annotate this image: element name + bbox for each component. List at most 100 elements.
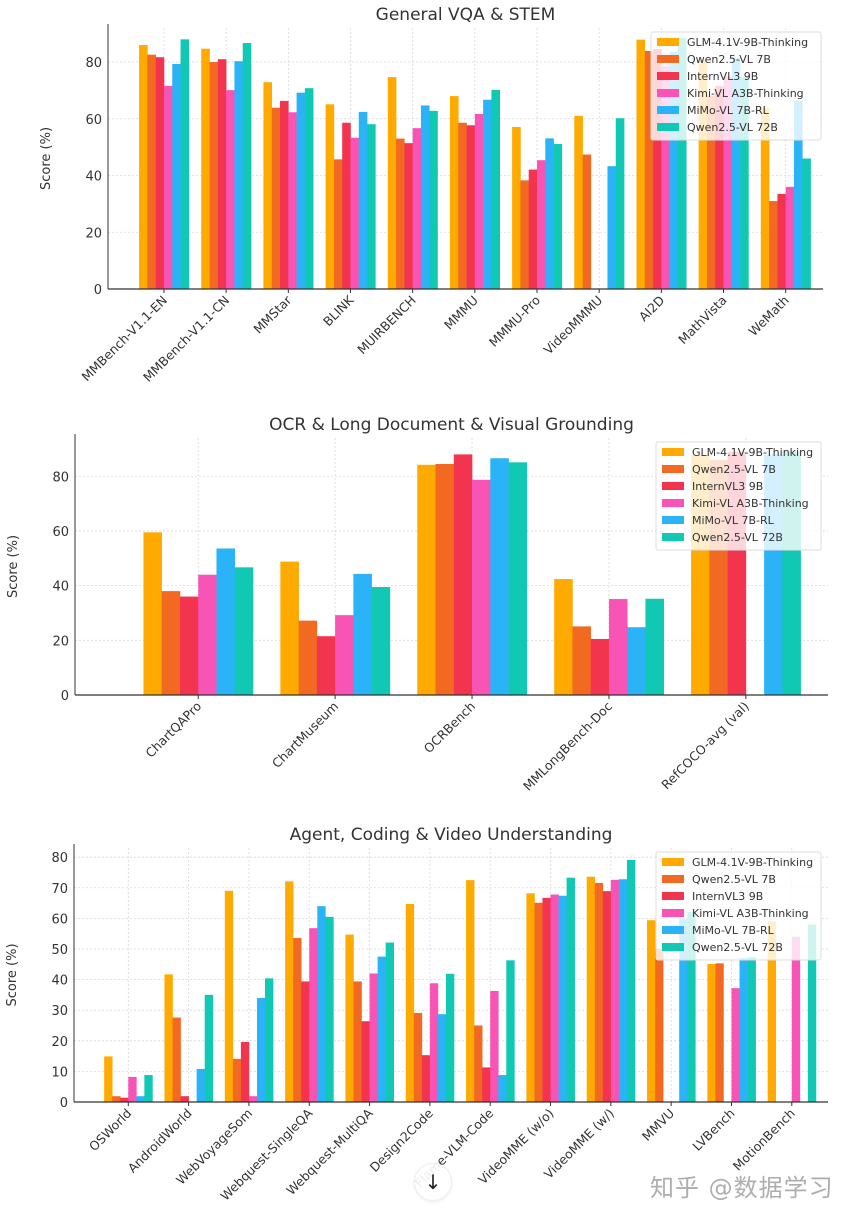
bar: [112, 1096, 121, 1102]
legend-swatch: [662, 858, 684, 866]
legend: GLM-4.1V-9B-Thinking Qwen2.5-VL 7B InternV…: [650, 31, 822, 141]
y-tick-label: 80: [51, 851, 68, 866]
bar: [785, 186, 795, 289]
bar: [396, 138, 405, 289]
bar: [429, 110, 438, 289]
bar: [482, 1067, 491, 1102]
legend: GLM-4.1V-9B-Thinking Qwen2.5-VL 7B InternV…: [655, 851, 822, 961]
legend-swatch: [662, 926, 684, 934]
bar: [655, 948, 664, 1102]
bar: [201, 48, 210, 290]
x-tick-label: ChartQAPro: [142, 699, 204, 761]
bar: [345, 934, 354, 1102]
bar: [545, 138, 554, 289]
x-tick-label: RefCOCO-avg (val): [658, 699, 752, 793]
bar: [139, 45, 148, 289]
legend-swatch: [662, 465, 684, 473]
bar: [566, 877, 575, 1102]
bar: [715, 963, 724, 1102]
bar: [602, 891, 612, 1102]
bar: [309, 928, 318, 1102]
bar: [458, 122, 467, 289]
bar: [474, 113, 484, 290]
legend-swatch: [657, 123, 679, 131]
chart-ocr-document-grounding: OCR & Long Document & Visual Grounding 0 2…: [6, 415, 828, 794]
bar: [164, 974, 173, 1102]
scroll-down-button[interactable]: ↓: [414, 1163, 452, 1201]
bar: [498, 1075, 507, 1102]
bar: [767, 921, 777, 1102]
bar: [377, 956, 386, 1102]
bar: [350, 137, 360, 289]
legend-swatch: [662, 892, 684, 900]
bar: [679, 918, 688, 1102]
bar: [342, 122, 351, 289]
bar: [626, 859, 636, 1102]
bar: [508, 462, 528, 695]
bar: [707, 963, 716, 1102]
bar: [353, 981, 362, 1102]
bar: [769, 201, 778, 289]
bar: [367, 124, 376, 290]
legend-box: [655, 851, 822, 961]
bar: [301, 981, 310, 1102]
bar: [534, 902, 543, 1102]
legend-swatch: [662, 875, 684, 883]
legend-label: Qwen2.5-VL 72B: [687, 121, 778, 134]
bar: [296, 92, 306, 289]
bar: [506, 960, 515, 1102]
y-axis-label: Score (%): [6, 535, 21, 598]
bar: [512, 127, 521, 289]
bar: [491, 89, 500, 290]
x-tick-label: MUIRBENCH: [354, 293, 419, 358]
bar: [224, 890, 234, 1102]
bar: [325, 916, 334, 1102]
bar: [793, 100, 803, 289]
bar: [147, 54, 156, 290]
y-tick-label: 60: [52, 525, 69, 540]
y-tick-label: 60: [51, 912, 68, 927]
watermark: 知乎 @数据学习: [650, 1174, 834, 1202]
bar: [234, 567, 254, 695]
bar: [271, 107, 281, 289]
bar: [791, 936, 801, 1102]
bar: [661, 66, 670, 289]
bar: [421, 1055, 431, 1102]
legend-swatch: [662, 909, 684, 917]
legend-swatch: [662, 499, 684, 507]
bar: [731, 988, 740, 1102]
x-tick-label: MMMU: [441, 293, 481, 333]
bar: [807, 924, 817, 1102]
bar: [144, 1075, 153, 1102]
legend-swatch: [662, 533, 684, 541]
bar: [361, 1021, 370, 1102]
bar: [240, 1042, 250, 1102]
y-tick-label: 10: [51, 1065, 68, 1080]
legend-label: GLM-4.1V-9B-Thinking: [687, 36, 808, 49]
bar: [304, 88, 314, 289]
bar: [528, 169, 538, 289]
y-tick-label: 40: [85, 170, 102, 185]
legend-label: Kimi-VL A3B-Thinking: [692, 497, 809, 510]
bar: [317, 906, 326, 1102]
x-tick-label: MathVista: [675, 293, 730, 348]
legend-label: Kimi-VL A3B-Thinking: [692, 907, 809, 920]
bar: [582, 154, 592, 289]
bar: [172, 1017, 181, 1102]
bar: [490, 458, 509, 695]
bar: [293, 937, 302, 1102]
bar: [256, 997, 266, 1102]
bar: [196, 1068, 205, 1102]
bar: [802, 158, 811, 289]
x-tick-label: MMStar: [250, 292, 295, 337]
bar: [554, 579, 573, 695]
y-axis-label: Score (%): [39, 127, 54, 190]
bar: [590, 638, 610, 695]
bar: [316, 636, 336, 695]
bar: [739, 958, 748, 1102]
bar: [333, 159, 343, 289]
bar: [404, 143, 413, 289]
bar: [412, 128, 422, 289]
bar: [618, 879, 628, 1102]
bar: [179, 596, 199, 695]
